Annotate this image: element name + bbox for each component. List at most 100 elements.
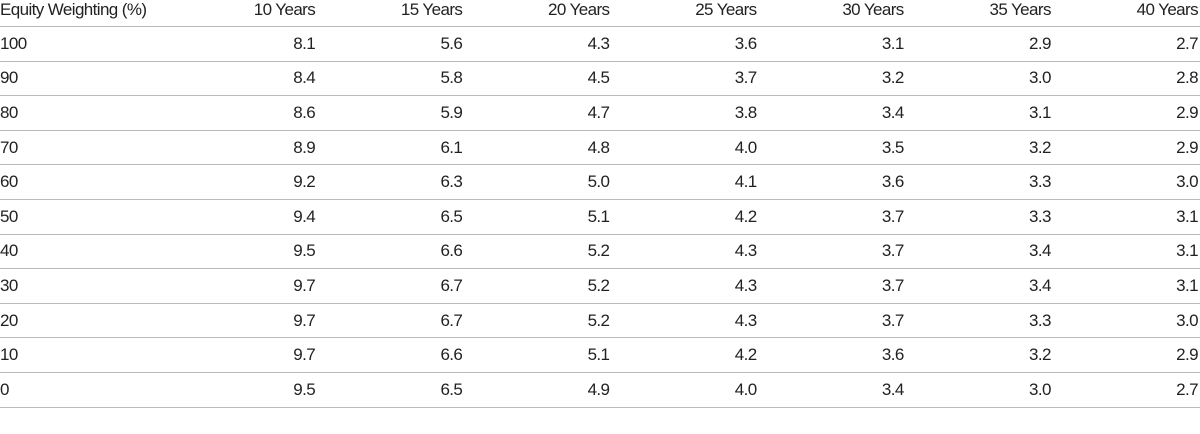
table-cell: 3.3 [905, 303, 1053, 339]
row-label: 60 [0, 164, 170, 200]
table-cell: 9.4 [170, 199, 318, 235]
table-cell: 3.0 [905, 372, 1053, 408]
table-row: 100 8.1 5.6 4.3 3.6 3.1 2.9 2.7 [0, 26, 1200, 62]
table-cell: 5.6 [317, 26, 465, 62]
table-cell: 8.4 [170, 61, 318, 97]
table-cell: 8.1 [170, 26, 318, 62]
table-row: 80 8.6 5.9 4.7 3.8 3.4 3.1 2.9 [0, 95, 1200, 131]
table-cell: 2.7 [1052, 26, 1200, 62]
table-cell: 5.1 [464, 199, 612, 235]
row-label: 70 [0, 130, 170, 166]
table-cell: 2.9 [905, 26, 1053, 62]
header-cell: 30 Years [758, 0, 906, 27]
table-cell: 3.7 [758, 199, 906, 235]
row-label: 100 [0, 26, 170, 62]
table-cell: 6.1 [317, 130, 465, 166]
data-table: Equity Weighting (%) 10 Years 15 Years 20 Y… [0, 0, 1200, 408]
table-cell: 3.5 [758, 130, 906, 166]
header-cell: 15 Years [317, 0, 465, 27]
table-row: 10 9.7 6.6 5.1 4.2 3.6 3.2 2.9 [0, 337, 1200, 373]
table-row: 40 9.5 6.6 5.2 4.3 3.7 3.4 3.1 [0, 234, 1200, 270]
table-cell: 3.2 [905, 337, 1053, 373]
table-cell: 3.3 [905, 199, 1053, 235]
header-cell: 20 Years [464, 0, 612, 27]
header-row: Equity Weighting (%) 10 Years 15 Years 20 Y… [0, 0, 1200, 27]
table-cell: 4.0 [611, 372, 759, 408]
row-label: 40 [0, 234, 170, 270]
header-cell: 35 Years [905, 0, 1053, 27]
table-body: 100 8.1 5.6 4.3 3.6 3.1 2.9 2.7 90 8.4 5.8 4.5 3.7 3.… [0, 26, 1200, 408]
table-row: 50 9.4 6.5 5.1 4.2 3.7 3.3 3.1 [0, 199, 1200, 235]
table-cell: 2.9 [1052, 95, 1200, 131]
table-cell: 4.3 [611, 268, 759, 304]
table-cell: 2.9 [1052, 337, 1200, 373]
table-cell: 3.1 [1052, 199, 1200, 235]
table-cell: 5.9 [317, 95, 465, 131]
row-label: 10 [0, 337, 170, 373]
table-cell: 3.4 [758, 372, 906, 408]
table-cell: 3.1 [1052, 234, 1200, 270]
table-cell: 4.9 [464, 372, 612, 408]
table-cell: 3.4 [905, 268, 1053, 304]
table-cell: 3.7 [758, 303, 906, 339]
table-cell: 5.8 [317, 61, 465, 97]
table-header: Equity Weighting (%) 10 Years 15 Years 20 Y… [0, 0, 1200, 27]
table-cell: 4.3 [464, 26, 612, 62]
table-cell: 4.8 [464, 130, 612, 166]
row-label: 80 [0, 95, 170, 131]
table-cell: 6.3 [317, 164, 465, 200]
table-cell: 3.0 [1052, 164, 1200, 200]
table-row: 60 9.2 6.3 5.0 4.1 3.6 3.3 3.0 [0, 164, 1200, 200]
table-cell: 3.4 [758, 95, 906, 131]
table-cell: 3.2 [758, 61, 906, 97]
table-cell: 4.3 [611, 303, 759, 339]
table-cell: 4.7 [464, 95, 612, 131]
table-cell: 9.5 [170, 234, 318, 270]
table-cell: 9.7 [170, 337, 318, 373]
row-label: 0 [0, 372, 170, 408]
table-row: 30 9.7 6.7 5.2 4.3 3.7 3.4 3.1 [0, 268, 1200, 304]
table-cell: 3.4 [905, 234, 1053, 270]
table-cell: 9.5 [170, 372, 318, 408]
table-cell: 3.3 [905, 164, 1053, 200]
table-cell: 3.8 [611, 95, 759, 131]
table-row: 20 9.7 6.7 5.2 4.3 3.7 3.3 3.0 [0, 303, 1200, 339]
table-cell: 8.9 [170, 130, 318, 166]
table-cell: 3.6 [611, 26, 759, 62]
table-cell: 2.8 [1052, 61, 1200, 97]
table-cell: 5.2 [464, 234, 612, 270]
table-cell: 3.7 [611, 61, 759, 97]
table-cell: 3.6 [758, 337, 906, 373]
header-cell: 25 Years [611, 0, 759, 27]
header-cell: 40 Years [1052, 0, 1200, 27]
table-cell: 5.1 [464, 337, 612, 373]
row-label: 20 [0, 303, 170, 339]
table-cell: 9.2 [170, 164, 318, 200]
table-cell: 4.5 [464, 61, 612, 97]
table-cell: 3.2 [905, 130, 1053, 166]
table-cell: 3.6 [758, 164, 906, 200]
table-row: 90 8.4 5.8 4.5 3.7 3.2 3.0 2.8 [0, 61, 1200, 97]
table-cell: 3.0 [1052, 303, 1200, 339]
row-label: 90 [0, 61, 170, 97]
table-cell: 6.6 [317, 337, 465, 373]
table-cell: 2.9 [1052, 130, 1200, 166]
table-cell: 3.7 [758, 268, 906, 304]
row-label: 50 [0, 199, 170, 235]
table-row: 70 8.9 6.1 4.8 4.0 3.5 3.2 2.9 [0, 130, 1200, 166]
table-cell: 4.2 [611, 337, 759, 373]
table-cell: 4.0 [611, 130, 759, 166]
table-cell: 5.2 [464, 303, 612, 339]
table-cell: 2.7 [1052, 372, 1200, 408]
table-cell: 3.1 [758, 26, 906, 62]
table-cell: 5.0 [464, 164, 612, 200]
table-cell: 9.7 [170, 268, 318, 304]
table-cell: 9.7 [170, 303, 318, 339]
table-cell: 3.7 [758, 234, 906, 270]
table-cell: 3.1 [1052, 268, 1200, 304]
table-cell: 3.0 [905, 61, 1053, 97]
table-cell: 6.7 [317, 268, 465, 304]
table-cell: 8.6 [170, 95, 318, 131]
row-label: 30 [0, 268, 170, 304]
table-cell: 6.6 [317, 234, 465, 270]
